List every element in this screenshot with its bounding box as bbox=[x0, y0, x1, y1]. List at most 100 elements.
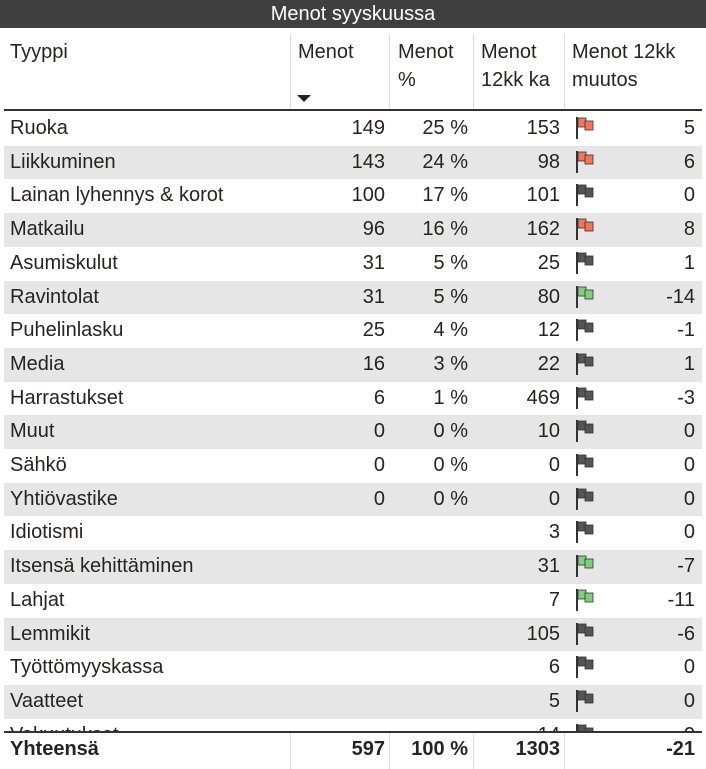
menot-cell: 25 bbox=[362, 319, 385, 342]
menot-cell: 31 bbox=[362, 251, 385, 274]
percent-cell: 0 % bbox=[433, 454, 468, 476]
type-cell: Ruoka bbox=[10, 117, 68, 139]
menot-cell: 0 bbox=[373, 420, 385, 443]
total-menot-cell: 597 bbox=[351, 738, 385, 760]
average-cell: 105 bbox=[526, 622, 560, 645]
average-cell: 98 bbox=[537, 150, 560, 173]
header-cell[interactable]: Menot 12kk ka bbox=[481, 41, 550, 91]
type-cell: Lainan lyhennys & korot bbox=[10, 184, 224, 207]
change-cell: -3 bbox=[677, 386, 695, 409]
title-bar: Menot syyskuussa bbox=[0, 0, 706, 28]
table-row: Ruoka 149 25 % 153 5 bbox=[4, 112, 702, 146]
average-cell: 469 bbox=[526, 386, 560, 409]
average-cell: 31 bbox=[537, 555, 560, 578]
flag-icon bbox=[576, 689, 594, 712]
change-cell: 8 bbox=[683, 218, 695, 241]
type-cell: Lemmikit bbox=[10, 622, 91, 645]
column-divider bbox=[473, 733, 474, 769]
column-divider bbox=[389, 733, 390, 769]
header-cell[interactable]: Menot 12kk muutos bbox=[572, 41, 676, 91]
table-row: Yhtiövastike 0 0 % 0 0 bbox=[4, 482, 702, 517]
column-divider bbox=[473, 34, 474, 110]
table-row: Asumiskulut 31 5 % 25 1 bbox=[4, 247, 702, 281]
change-cell: 0 bbox=[683, 420, 695, 443]
average-cell: 10 bbox=[537, 420, 560, 443]
table-row: Työttömyyskassa 6 0 bbox=[4, 651, 702, 685]
change-cell: -1 bbox=[677, 319, 695, 342]
total-percent-cell: 100 % bbox=[411, 738, 468, 760]
table-row: Idiotismi 3 0 bbox=[4, 516, 702, 550]
flag-icon bbox=[576, 150, 594, 173]
header-cell[interactable]: Menot % bbox=[398, 41, 454, 91]
percent-cell: 0 % bbox=[433, 487, 468, 510]
flag-icon bbox=[576, 487, 594, 510]
average-cell: 162 bbox=[526, 218, 560, 241]
menot-cell: 100 bbox=[351, 184, 385, 207]
type-cell: Yhtiövastike bbox=[10, 487, 118, 510]
table-row: Sähkö 0 0 % 0 0 bbox=[4, 449, 702, 483]
type-cell: Idiotismi bbox=[10, 521, 84, 544]
average-cell: 101 bbox=[526, 184, 560, 207]
change-cell: 6 bbox=[683, 150, 695, 173]
type-cell: Puhelinlasku bbox=[10, 319, 124, 342]
change-cell: -14 bbox=[666, 285, 695, 308]
change-cell: -6 bbox=[677, 622, 695, 645]
menot-cell: 149 bbox=[351, 117, 385, 139]
type-cell: Ravintolat bbox=[10, 285, 99, 308]
table-row: Ravintolat 31 5 % 80 -14 bbox=[4, 280, 702, 315]
table-row: Media 16 3 % 22 1 bbox=[4, 347, 702, 382]
average-cell: 153 bbox=[526, 117, 560, 139]
total-rule bbox=[4, 731, 702, 733]
change-cell: 1 bbox=[683, 352, 695, 375]
flag-icon bbox=[576, 352, 594, 375]
type-cell: Muut bbox=[10, 420, 55, 443]
menot-cell: 6 bbox=[373, 386, 385, 409]
total-average-cell: 1303 bbox=[515, 738, 561, 760]
average-cell: 5 bbox=[548, 689, 560, 712]
percent-cell: 0 % bbox=[433, 420, 468, 443]
percent-cell: 3 % bbox=[433, 352, 468, 375]
flag-icon bbox=[576, 622, 594, 645]
type-cell: Asumiskulut bbox=[10, 251, 118, 274]
menot-cell: 0 bbox=[373, 487, 385, 510]
change-cell: 0 bbox=[683, 656, 695, 679]
table-row: Lainan lyhennys & korot 100 17 % 101 0 bbox=[4, 179, 702, 213]
change-cell: -11 bbox=[667, 588, 695, 611]
flag-icon bbox=[576, 218, 594, 241]
header-rule bbox=[4, 109, 702, 111]
average-cell: 80 bbox=[537, 285, 560, 308]
flag-icon bbox=[576, 251, 594, 274]
change-cell: 0 bbox=[684, 719, 695, 731]
table-row: Harrastukset 6 1 % 469 -3 bbox=[4, 382, 702, 416]
change-cell: 5 bbox=[683, 117, 695, 139]
table-body: Ruoka 149 25 % 153 5 Liikkuminen 143 24 % 98 6 Lai… bbox=[0, 112, 706, 731]
table-row: Lemmikit 105 -6 bbox=[4, 617, 702, 652]
flag-icon bbox=[576, 656, 594, 679]
flag-icon bbox=[576, 555, 594, 578]
change-cell: 0 bbox=[683, 454, 695, 476]
column-divider bbox=[564, 34, 565, 110]
type-cell: Harrastukset bbox=[10, 386, 124, 409]
average-cell: 12 bbox=[537, 319, 560, 342]
average-cell: 14 bbox=[538, 719, 560, 731]
menot-cell: 143 bbox=[351, 150, 385, 173]
change-cell: -7 bbox=[677, 555, 695, 578]
type-cell: Työttömyyskassa bbox=[10, 656, 164, 679]
total-type-cell: Yhteensä bbox=[10, 738, 99, 760]
table-row: Puhelinlasku 25 4 % 12 -1 bbox=[4, 314, 702, 348]
table-row: Lahjat 7 -11 bbox=[4, 584, 702, 618]
column-divider bbox=[564, 733, 565, 769]
flag-icon bbox=[576, 723, 594, 731]
table-row: Itsensä kehittäminen 31 -7 bbox=[4, 550, 702, 584]
type-cell: Matkailu bbox=[10, 218, 85, 241]
flag-icon bbox=[576, 184, 594, 207]
type-cell: Sähkö bbox=[10, 454, 67, 476]
flag-icon bbox=[576, 285, 594, 308]
menot-cell: 96 bbox=[362, 218, 385, 241]
table-row: Vakuutukset 14 0 bbox=[4, 719, 702, 731]
percent-cell: 4 % bbox=[433, 319, 468, 342]
percent-cell: 25 % bbox=[422, 117, 468, 139]
header-cell[interactable]: Tyyppi bbox=[10, 41, 68, 63]
header-cell[interactable]: Menot bbox=[298, 41, 354, 63]
